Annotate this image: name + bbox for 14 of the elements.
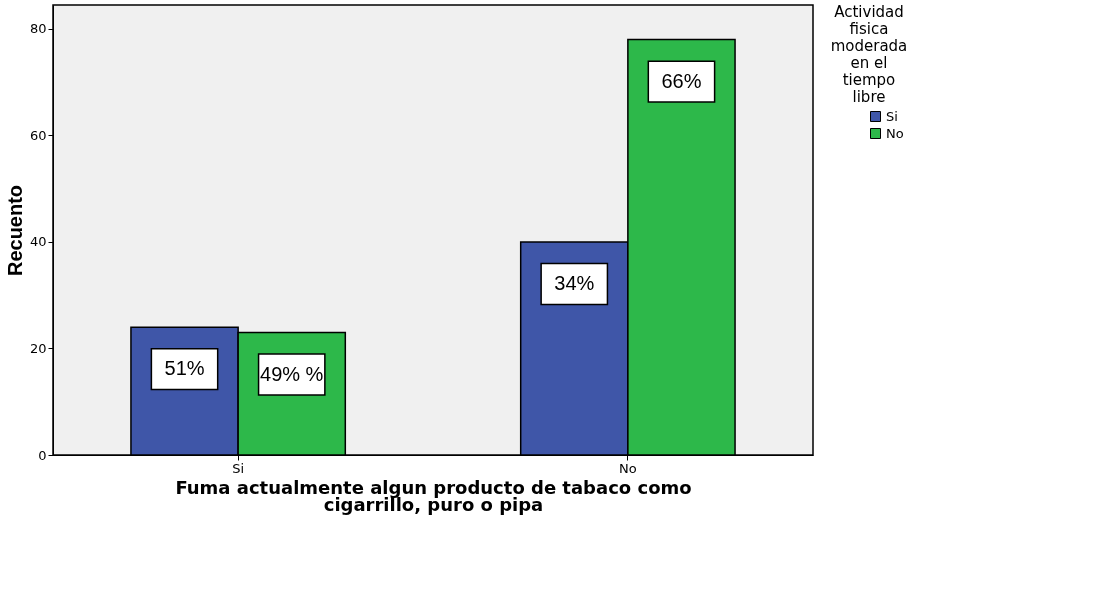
y-tick-label: 60 [29,127,47,143]
annotation: 34% [554,271,595,294]
annotation: 66% [661,69,702,92]
legend-title: Actividad fisica moderada en el tiempo libre [830,3,908,106]
x-axis-title: Fuma actualmente algun producto de tabaco como cigarrillo, puro o pipa [175,476,692,515]
annotation: 49% % [260,362,324,385]
legend-label: No [886,125,904,141]
annotation: 51% [164,357,205,380]
y-tick-label: 80 [29,21,47,37]
y-tick-label: 0 [38,447,47,463]
y-tick-label: 20 [29,340,47,356]
y-axis-title: Recuento [3,184,26,277]
y-tick-label: 40 [29,234,47,250]
legend-label: Si [886,108,898,124]
